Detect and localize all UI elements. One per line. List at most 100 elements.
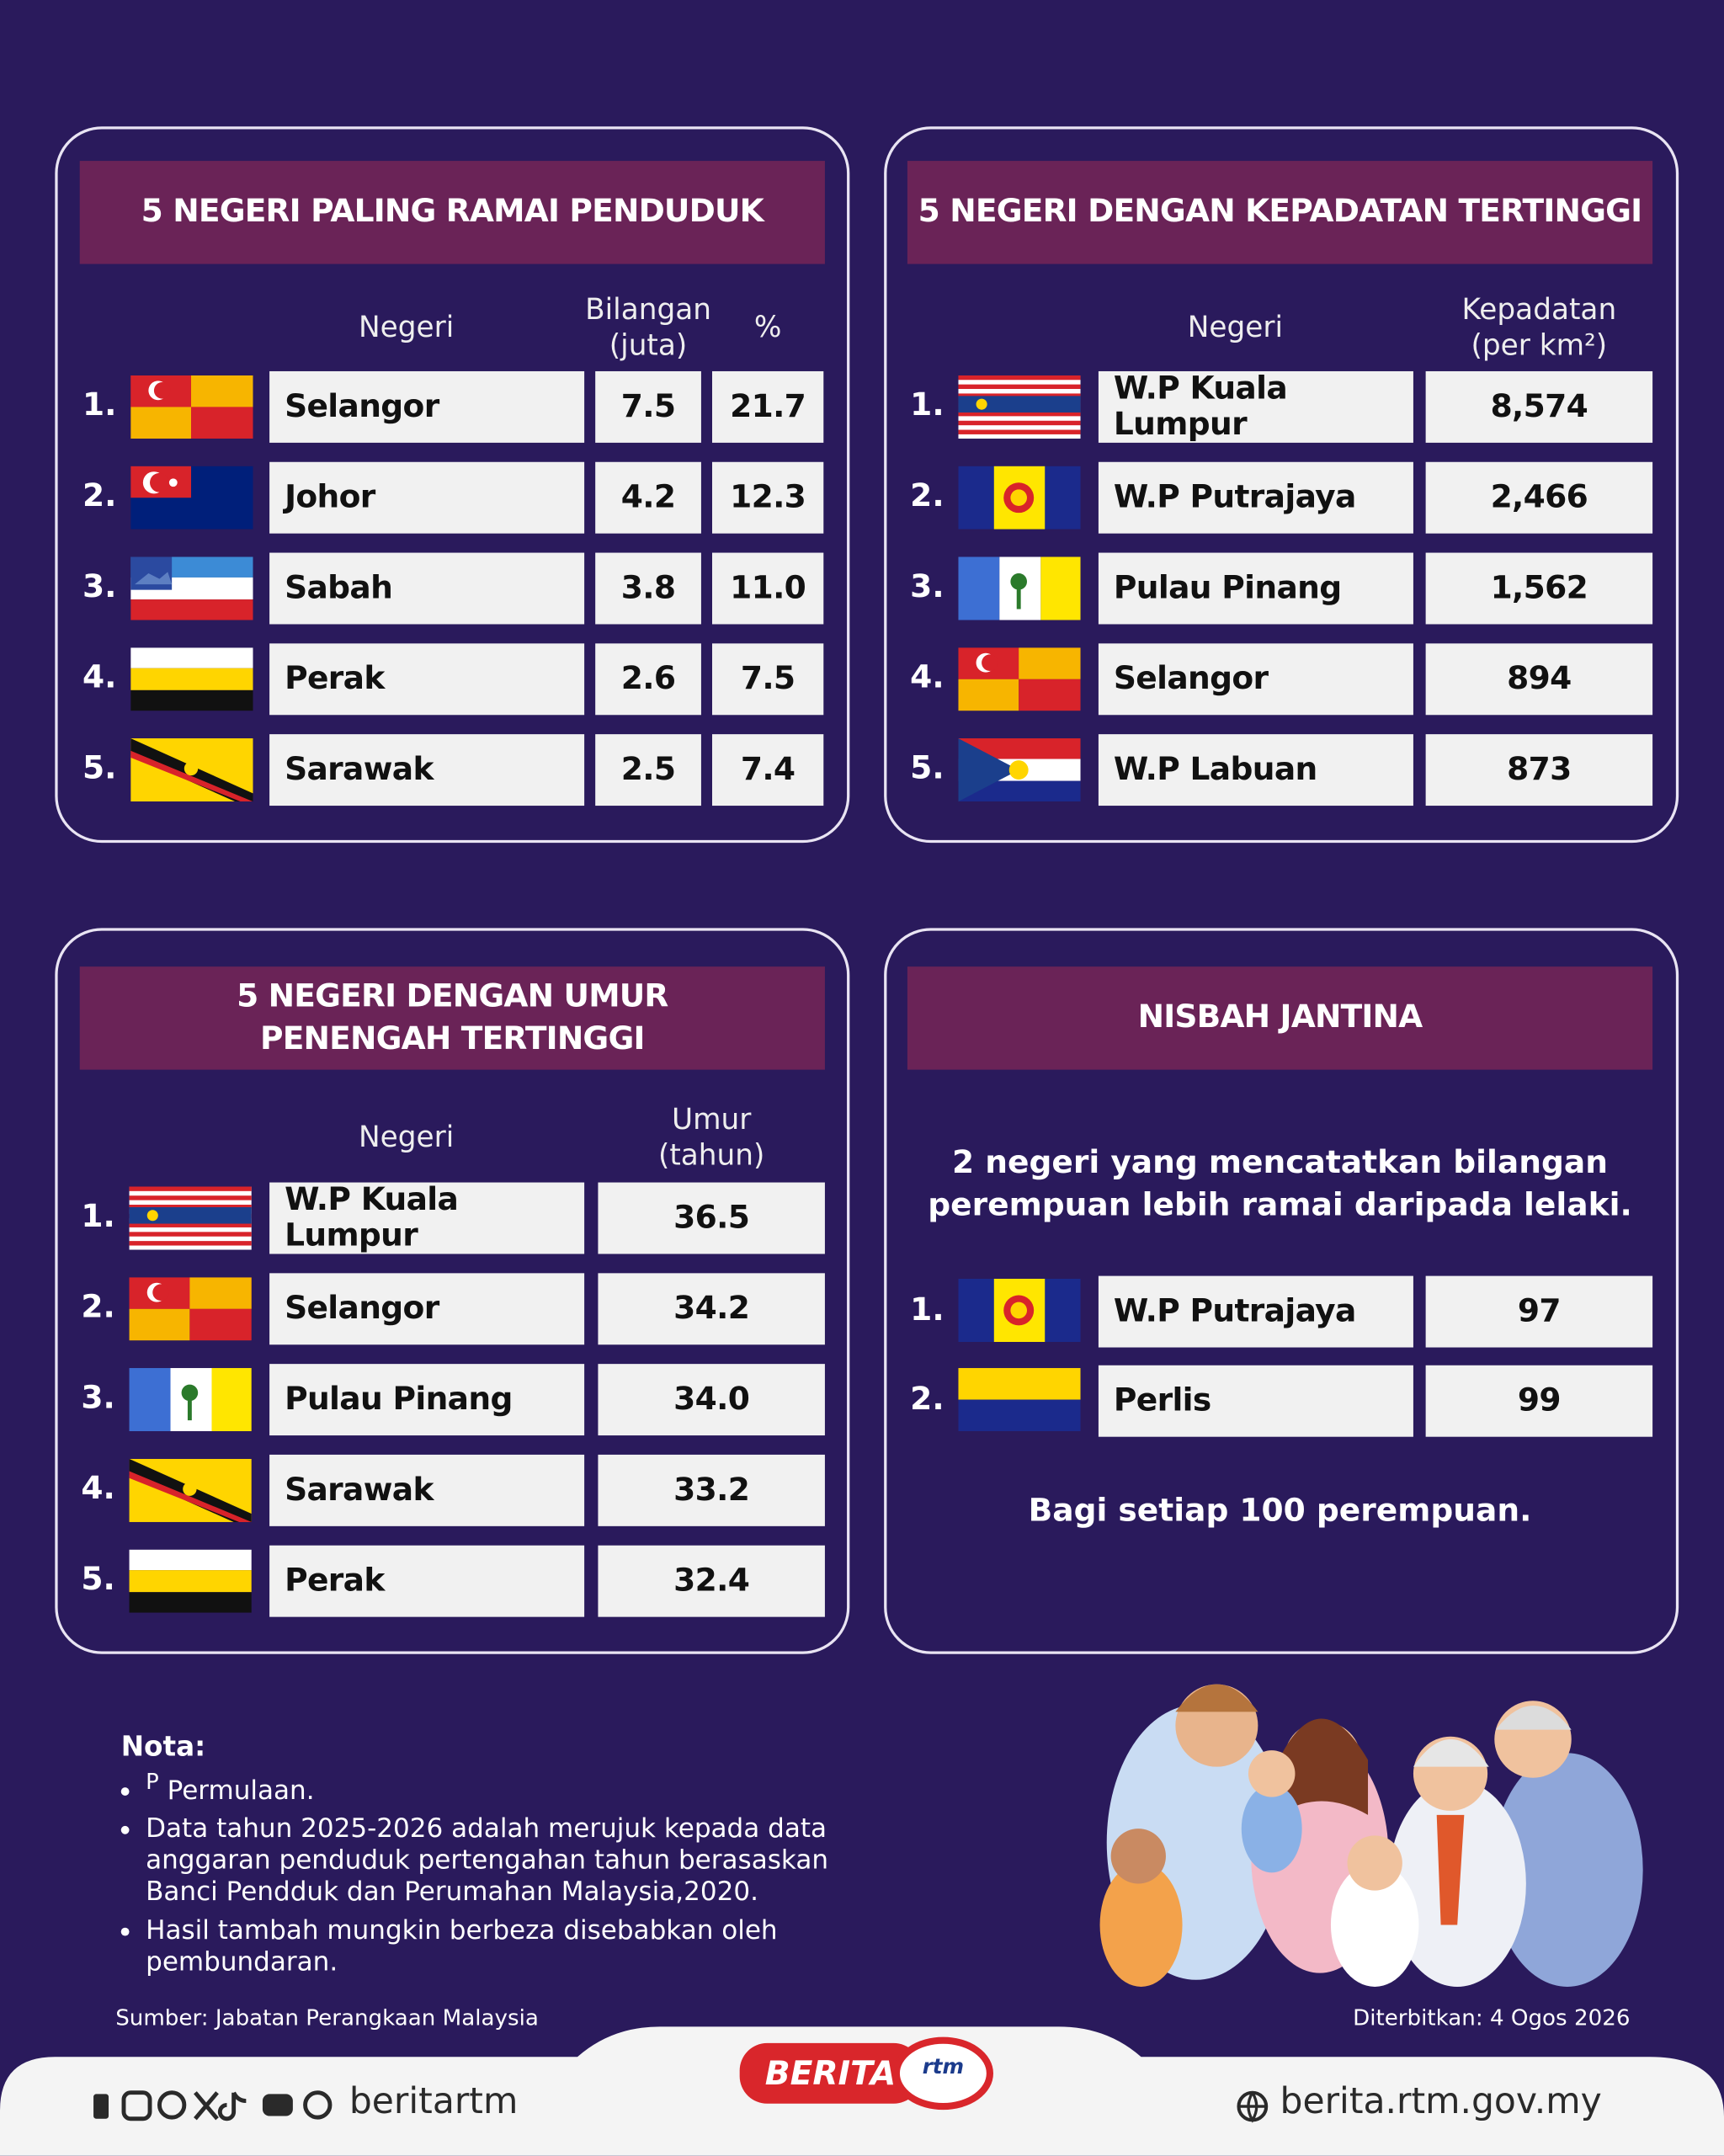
intro-line: perempuan lebih ramai daripada lelaki. — [928, 1188, 1632, 1224]
flag-art — [130, 556, 253, 620]
header-line: Negeri — [358, 1121, 455, 1154]
panel-title: 5 NEGERI DENGAN UMUR PENENGAH TERTINGGI — [79, 966, 825, 1070]
panel-title: 5 NEGERI DENGAN KEPADATAN TERTINGGI — [907, 161, 1653, 264]
rank: 1. — [81, 1199, 115, 1235]
title-line: 5 NEGERI DENGAN KEPADATAN TERTINGGI — [918, 194, 1642, 230]
logo-text: BERITA — [764, 2054, 897, 2093]
value: 33.2 — [598, 1454, 825, 1526]
flag — [958, 1278, 1081, 1343]
header-line: Umur — [671, 1102, 752, 1137]
state-name: Perak — [269, 643, 585, 716]
rank: 5. — [910, 750, 944, 787]
flag-art — [130, 738, 253, 802]
column-header: Umur (tahun) — [584, 1099, 838, 1175]
social-handle[interactable]: beritartm — [349, 2081, 519, 2123]
value: 99 — [1425, 1365, 1653, 1437]
state-name: W.P Putrajaya — [1098, 1275, 1413, 1348]
flag — [130, 738, 253, 802]
website[interactable]: berita.rtm.gov.my — [1280, 2081, 1602, 2123]
title-line: PENENGAH TERTINGGI — [259, 1020, 645, 1057]
flag-art — [129, 1458, 252, 1522]
state-name: Pulau Pinang — [1098, 552, 1413, 625]
flag — [958, 738, 1081, 802]
rank: 4. — [82, 659, 117, 696]
value: 1,562 — [1425, 552, 1653, 625]
footnote: Bagi setiap 100 perempuan. — [1028, 1493, 1532, 1530]
rank: 2. — [82, 478, 117, 514]
flag-art — [129, 1277, 252, 1341]
flag — [129, 1549, 252, 1613]
rank: 1. — [82, 387, 117, 424]
flag-art — [958, 647, 1081, 711]
value: 36.5 — [598, 1182, 825, 1254]
value: 8,574 — [1425, 370, 1653, 443]
panel — [55, 928, 850, 1654]
value: 7.5 — [595, 370, 701, 443]
flag — [129, 1186, 252, 1250]
state-name: W.P Kuala Lumpur — [269, 1182, 585, 1254]
flag-art — [130, 466, 253, 530]
value: 2.5 — [595, 734, 701, 807]
flag — [958, 375, 1081, 439]
state-name: Sabah — [269, 552, 585, 625]
rank: 5. — [81, 1562, 115, 1598]
value: 34.2 — [598, 1273, 825, 1345]
title-line: 5 NEGERI PALING RAMAI PENDUDUK — [141, 194, 764, 230]
flag-art — [958, 1368, 1081, 1432]
flag-art — [958, 738, 1081, 802]
value: 12.3 — [711, 461, 824, 534]
state-name: W.P Labuan — [1098, 734, 1413, 807]
rank: 4. — [910, 659, 944, 696]
flag — [129, 1458, 252, 1522]
column-header: % — [699, 289, 838, 365]
value: 2,466 — [1425, 461, 1653, 534]
column-header: Negeri — [1057, 289, 1413, 365]
flag-art — [958, 556, 1081, 620]
value: 873 — [1425, 734, 1653, 807]
header-line: Negeri — [1187, 311, 1284, 344]
flag-art — [129, 1368, 252, 1432]
notes-list: P Permulaan. Data tahun 2025-2026 adalah … — [91, 1765, 888, 1986]
state-name: Johor — [269, 461, 585, 534]
state-name: W.P Putrajaya — [1098, 461, 1413, 534]
state-name: W.P Kuala Lumpur — [1098, 370, 1413, 443]
flag-art — [129, 1549, 252, 1613]
flag-art — [958, 375, 1081, 439]
source: Sumber: Jabatan Perangkaan Malaysia — [115, 2004, 539, 2031]
note-text: Hasil tambah mungkin berbeza disebabkan … — [146, 1915, 778, 1978]
column-header: Bilangan (juta) — [582, 289, 715, 365]
rank: 3. — [910, 569, 944, 605]
note-sup: P — [146, 1768, 159, 1795]
header-line: (tahun) — [657, 1138, 765, 1172]
state-name: Selangor — [269, 370, 585, 443]
rank: 2. — [910, 1381, 944, 1418]
rank: 1. — [910, 1292, 944, 1328]
logo-mark-text: rtm — [922, 2054, 965, 2079]
flag — [130, 466, 253, 530]
state-name: Selangor — [269, 1273, 585, 1345]
flag — [130, 647, 253, 711]
column-header: Negeri — [228, 1099, 584, 1175]
value: 34.0 — [598, 1364, 825, 1436]
state-name: Perak — [269, 1545, 585, 1617]
state-name: Selangor — [1098, 643, 1413, 716]
flag-art — [958, 466, 1081, 530]
header-line: Kepadatan — [1461, 292, 1617, 327]
state-name: Pulau Pinang — [269, 1364, 585, 1436]
social-icons — [93, 2090, 1269, 2123]
panel-title: 5 NEGERI PALING RAMAI PENDUDUK — [79, 161, 825, 264]
value: 4.2 — [595, 461, 701, 534]
rank: 4. — [81, 1471, 115, 1507]
value: 2.6 — [595, 643, 701, 716]
note-text: Data tahun 2025-2026 adalah merujuk kepa… — [146, 1813, 829, 1908]
flag-art — [129, 1186, 252, 1250]
rank: 1. — [910, 387, 944, 424]
rank: 5. — [82, 750, 117, 787]
state-name: Sarawak — [269, 1454, 585, 1526]
value: 3.8 — [595, 552, 701, 625]
flag — [130, 375, 253, 439]
panel — [884, 126, 1679, 844]
